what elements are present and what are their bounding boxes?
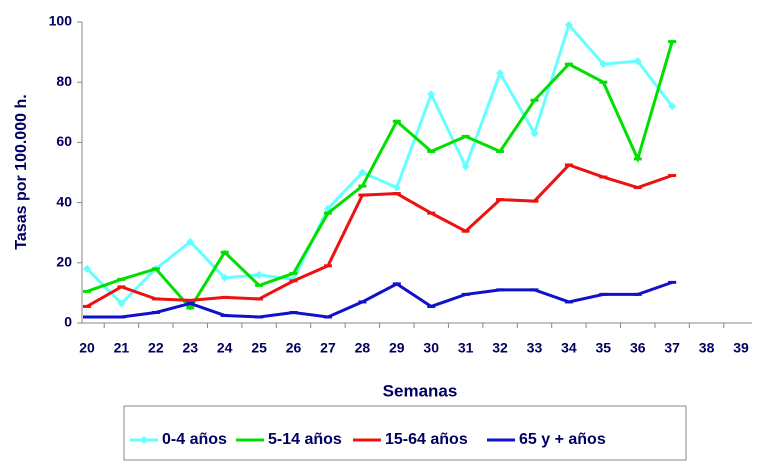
y-tick-label: 40 (56, 193, 72, 209)
x-tick-label: 24 (217, 340, 233, 356)
marker (496, 69, 505, 78)
legend-label: 0-4 años (162, 431, 227, 448)
x-tick-label: 22 (148, 340, 164, 356)
marker (117, 299, 126, 308)
y-tick-label: 100 (49, 13, 73, 29)
series-line (86, 163, 673, 308)
marker (427, 90, 436, 99)
x-tick-label: 21 (114, 340, 130, 356)
marker (599, 60, 608, 69)
x-tick-label: 31 (458, 340, 474, 356)
x-tick-label: 23 (182, 340, 198, 356)
x-tick-label: 33 (527, 340, 543, 356)
legend-marker (140, 436, 148, 444)
y-tick-label: 0 (64, 314, 72, 330)
marker (392, 183, 401, 192)
y-tick-label: 20 (56, 254, 72, 270)
x-tick-label: 39 (733, 340, 749, 356)
x-tick-label: 20 (79, 340, 95, 356)
series-line (85, 22, 674, 306)
x-tick-label: 32 (492, 340, 508, 356)
marker (255, 270, 264, 279)
marker (83, 264, 91, 273)
marker (358, 168, 367, 177)
legend-label: 65 y + años (519, 431, 606, 448)
x-tick-label: 27 (320, 340, 336, 356)
marker (564, 21, 573, 30)
x-tick-label: 29 (389, 340, 405, 356)
x-tick-label: 30 (423, 340, 439, 356)
y-tick-label: 80 (56, 73, 72, 89)
x-tick-label: 26 (286, 340, 302, 356)
x-tick-label: 38 (699, 340, 715, 356)
x-tick-label: 37 (664, 340, 680, 356)
x-tick-label: 28 (355, 340, 371, 356)
y-axis-title: Tasas por 100.000 h. (13, 94, 30, 249)
x-tick-label: 25 (251, 340, 267, 356)
x-tick-label: 35 (596, 340, 612, 356)
marker (461, 162, 470, 171)
legend-box (123, 405, 687, 461)
x-tick-label: 34 (561, 340, 577, 356)
y-tick-label: 60 (56, 133, 72, 149)
marker (186, 237, 195, 246)
series-line (87, 280, 673, 319)
series-line (86, 41, 674, 311)
marker (668, 102, 677, 111)
marker (633, 57, 642, 66)
x-tick-label: 36 (630, 340, 646, 356)
marker (220, 273, 229, 282)
legend-label: 5-14 años (268, 431, 342, 448)
marker (530, 129, 539, 138)
legend-label: 15-64 años (385, 431, 468, 448)
x-axis-title: Semanas (383, 381, 458, 400)
